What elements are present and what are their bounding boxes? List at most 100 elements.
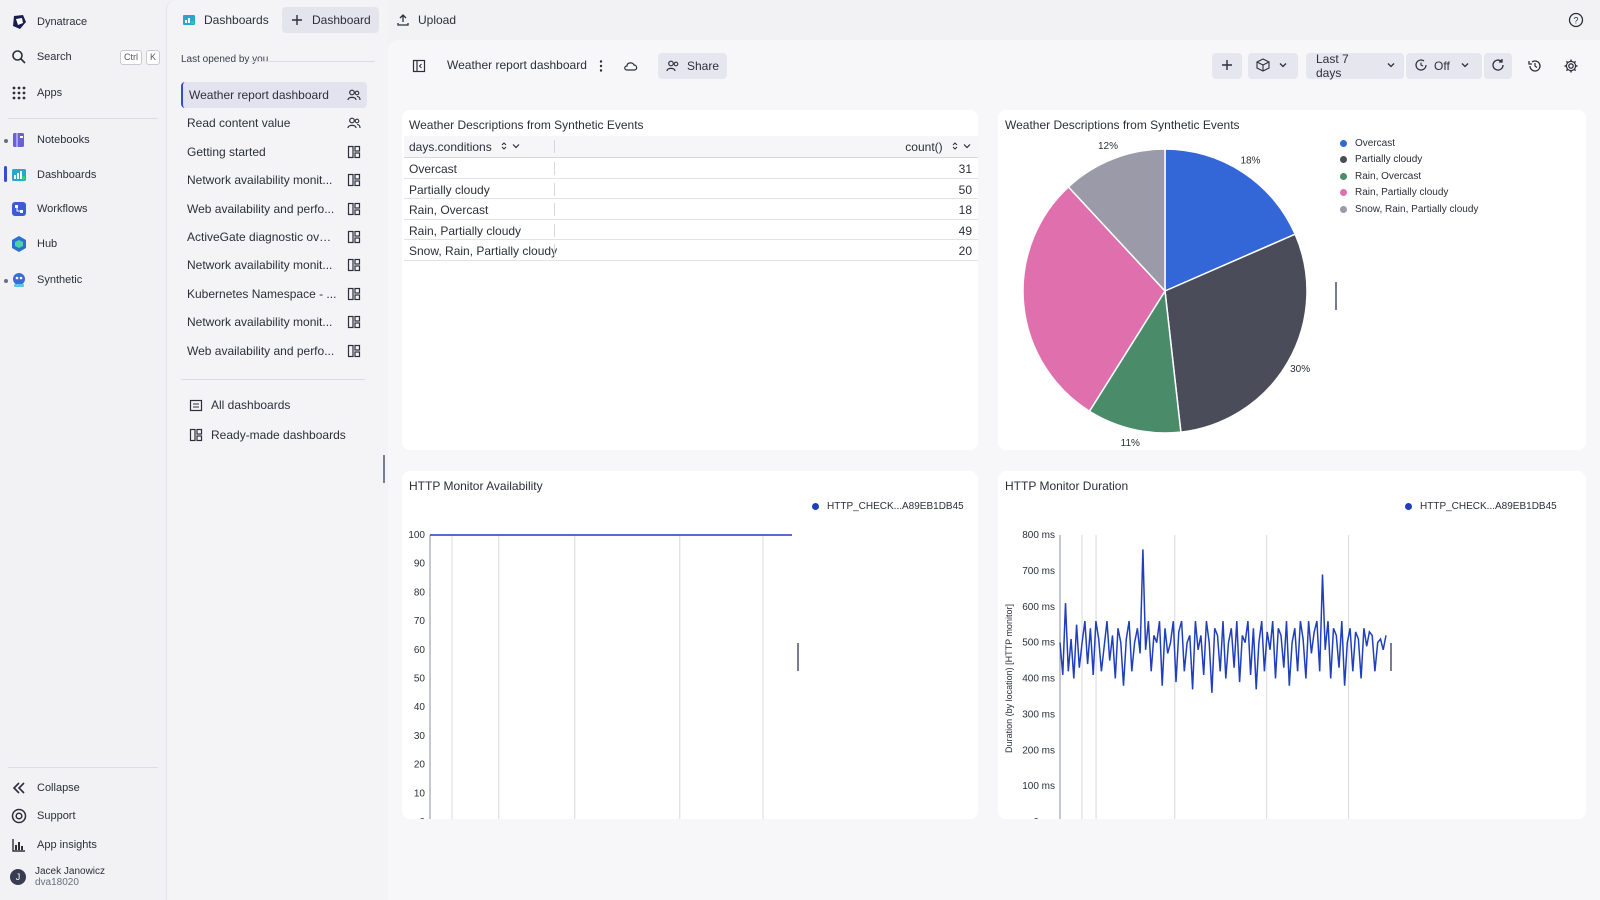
legend-item[interactable]: Rain, Overcast: [1340, 171, 1421, 182]
list-item[interactable]: Network availability monit...: [181, 252, 367, 278]
legend-swatch: [1340, 189, 1347, 197]
tile-resize-handle[interactable]: [1390, 643, 1392, 671]
nav-item-notebooks[interactable]: Notebooks: [10, 128, 90, 152]
nav-item-synthetic[interactable]: Synthetic: [10, 268, 82, 292]
app-insights-button[interactable]: App insights: [10, 833, 97, 857]
dashboard-layout-icon: [347, 287, 361, 301]
dashboard-title[interactable]: Weather report dashboard: [447, 58, 587, 72]
nav-item-hub[interactable]: Hub: [10, 232, 57, 256]
table-row[interactable]: Rain, Overcast 18: [404, 199, 978, 220]
dashboards-app-button[interactable]: Dashboards: [174, 7, 277, 33]
nav-item-workflows[interactable]: Workflows: [10, 197, 88, 221]
column-divider: [554, 182, 555, 196]
search-button[interactable]: Search Ctrl K: [10, 45, 160, 69]
sort-icon: [952, 142, 971, 150]
segments-dropdown[interactable]: [1248, 53, 1298, 79]
share-button[interactable]: Share: [658, 53, 728, 79]
legend-item[interactable]: Rain, Partially cloudy: [1340, 187, 1448, 198]
apps-label: Apps: [37, 87, 63, 99]
list-item[interactable]: Web availability and perfo...: [181, 338, 367, 364]
shortcut-key-k: K: [145, 49, 160, 65]
tile-resize-handle[interactable]: [1335, 282, 1337, 310]
list-item[interactable]: Network availability monit...: [181, 167, 367, 193]
column-header-count[interactable]: count(): [905, 140, 972, 154]
share-label: Share: [687, 59, 720, 73]
list-item-label: Web availability and perfo...: [187, 201, 335, 216]
panel-resize-handle[interactable]: [383, 455, 385, 483]
section-title: Last opened by you: [181, 54, 269, 65]
chevron-down-icon: [1278, 59, 1288, 73]
ready-made-dashboards-link[interactable]: Ready-made dashboards: [189, 428, 346, 442]
cell-count: 49: [958, 223, 972, 238]
slice-label: 12%: [1098, 141, 1118, 152]
timeframe-label: Last 7 days: [1316, 52, 1349, 80]
nav-item-label: Dashboards: [37, 169, 97, 181]
pie-slice: [1164, 233, 1308, 433]
table-row[interactable]: Overcast 31: [404, 158, 978, 179]
y-tick-label: 700 ms: [1022, 566, 1055, 577]
auto-refresh-dropdown[interactable]: Off: [1406, 53, 1482, 79]
history-icon[interactable]: [1526, 57, 1544, 75]
tile-weather-table[interactable]: Weather Descriptions from Synthetic Even…: [402, 110, 978, 450]
synthetic-icon: [10, 271, 28, 289]
app-insights-chart-icon: [10, 836, 28, 854]
legend-item[interactable]: Snow, Rain, Partially cloudy: [1340, 204, 1478, 215]
dashboard-layout-icon: [347, 173, 361, 187]
list-item[interactable]: Web availability and perfo...: [181, 196, 367, 222]
plus-icon: [1220, 58, 1234, 75]
cell-count: 20: [958, 244, 972, 259]
pie-slice: [1088, 288, 1182, 434]
more-options-icon[interactable]: [592, 57, 610, 75]
y-tick-label: 100 ms: [1022, 781, 1055, 792]
all-dashboards-label: All dashboards: [211, 398, 291, 412]
timeframe-dropdown[interactable]: Last 7 days: [1306, 52, 1404, 80]
list-item-label: Network availability monit...: [187, 173, 333, 188]
legend-item[interactable]: Partially cloudy: [1340, 154, 1422, 165]
add-tile-button[interactable]: [1212, 53, 1242, 79]
help-icon[interactable]: ?: [1568, 12, 1584, 28]
dynatrace-logo-icon: [10, 13, 28, 31]
table-row[interactable]: Rain, Partially cloudy 49: [404, 220, 978, 241]
support-button[interactable]: Support: [10, 804, 76, 828]
slice-label: 30%: [1290, 364, 1310, 375]
list-item[interactable]: Weather report dashboard: [181, 82, 367, 108]
legend-item[interactable]: HTTP_CHECK...A89EB1DB45: [1405, 501, 1557, 512]
legend-item[interactable]: Overcast: [1340, 138, 1395, 149]
svg-text:?: ?: [1573, 16, 1578, 26]
y-tick-label: 80: [414, 587, 426, 598]
recent-dashboards-list: Weather report dashboard Read content va…: [181, 82, 367, 366]
dashboards-panel: Last opened by you Weather report dashbo…: [166, 0, 388, 900]
column-header-conditions[interactable]: days.conditions: [409, 140, 521, 154]
toggle-sidebar-icon[interactable]: [410, 57, 428, 75]
new-dashboard-button[interactable]: Dashboard: [282, 7, 379, 33]
nav-item-dashboards[interactable]: Dashboards: [10, 163, 96, 187]
user-profile[interactable]: J Jacek Janowicz dva18020: [10, 866, 105, 888]
upload-button[interactable]: Upload: [388, 7, 464, 33]
tile-resize-handle[interactable]: [797, 643, 799, 671]
legend-swatch: [1340, 156, 1347, 164]
y-tick-label: 0: [419, 817, 425, 819]
settings-gear-icon[interactable]: [1562, 57, 1580, 75]
column-header-label: days.conditions: [409, 140, 492, 154]
legend-item[interactable]: HTTP_CHECK...A89EB1DB45: [812, 501, 964, 512]
list-item[interactable]: Kubernetes Namespace - ...: [181, 281, 367, 307]
tile-weather-pie[interactable]: Weather Descriptions from Synthetic Even…: [998, 110, 1586, 450]
list-item[interactable]: ActiveGate diagnostic over...: [181, 224, 367, 250]
brand-logo[interactable]: Dynatrace: [10, 10, 87, 34]
tile-http-duration[interactable]: HTTP Monitor Duration 0 ms 100 ms 200 ms 30…: [998, 471, 1586, 819]
brand-name: Dynatrace: [37, 16, 88, 28]
list-item[interactable]: Getting started: [181, 139, 367, 165]
tile-http-availability[interactable]: HTTP Monitor Availability 0 10 20 30 40 50 60 7…: [402, 471, 978, 819]
list-item[interactable]: Network availability monit...: [181, 309, 367, 335]
collapse-button[interactable]: Collapse: [10, 776, 80, 800]
list-item[interactable]: Read content value: [181, 110, 367, 136]
y-tick-label: 40: [414, 702, 426, 713]
tile-title: Weather Descriptions from Synthetic Even…: [409, 118, 644, 132]
all-dashboards-link[interactable]: All dashboards: [189, 398, 290, 412]
nav-divider: [8, 767, 158, 768]
refresh-button[interactable]: [1484, 53, 1512, 79]
table-row[interactable]: Snow, Rain, Partially cloudy 20: [404, 240, 978, 261]
apps-button[interactable]: Apps: [10, 81, 62, 105]
table-row[interactable]: Partially cloudy 50: [404, 179, 978, 200]
list-item-label: Network availability monit...: [187, 258, 333, 273]
